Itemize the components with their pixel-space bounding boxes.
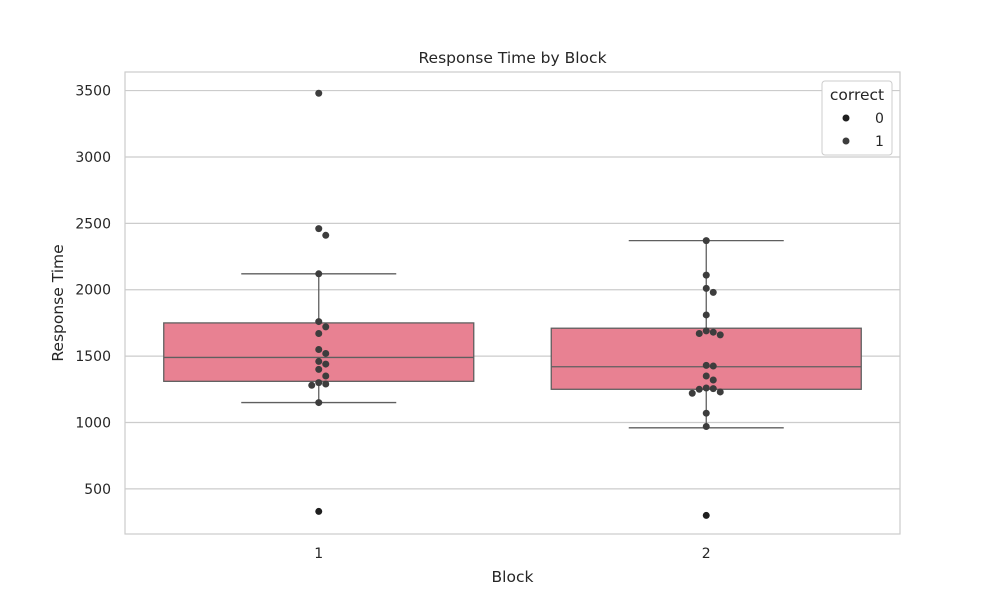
data-point xyxy=(702,422,710,430)
grid-layer xyxy=(125,89,900,490)
plot-frame xyxy=(124,71,901,535)
x-tick-label: 1 xyxy=(314,546,323,562)
legend-marker-0 xyxy=(842,114,850,122)
data-point xyxy=(709,385,717,393)
y-tick-labels: 500 1000 1500 2000 2500 3000 3500 xyxy=(75,84,111,498)
legend-marker-1 xyxy=(842,137,850,145)
data-point xyxy=(695,385,703,393)
data-point xyxy=(315,89,323,97)
data-point xyxy=(315,225,323,233)
data-point xyxy=(322,380,330,388)
legend-label-1: 1 xyxy=(875,134,884,150)
data-point xyxy=(709,328,717,336)
y-tick-label: 3000 xyxy=(75,150,111,166)
data-point xyxy=(322,323,330,331)
legend-title: correct xyxy=(830,86,884,104)
data-point xyxy=(315,399,323,407)
data-point xyxy=(315,507,323,515)
y-tick-label: 2000 xyxy=(75,283,111,299)
data-point xyxy=(702,327,710,335)
data-point xyxy=(709,288,717,296)
data-point xyxy=(315,330,323,338)
y-tick-label: 1000 xyxy=(75,415,111,431)
data-point xyxy=(315,357,323,365)
data-point xyxy=(702,361,710,369)
data-point xyxy=(688,389,696,397)
y-tick-label: 1500 xyxy=(75,349,111,365)
data-point xyxy=(315,318,323,326)
data-point xyxy=(716,331,724,339)
y-tick-label: 500 xyxy=(84,482,111,498)
y-axis-label: Response Time xyxy=(49,244,67,361)
data-point xyxy=(322,372,330,380)
legend-label-0: 0 xyxy=(875,111,884,127)
box-iqr xyxy=(550,327,862,390)
x-tick-label: 2 xyxy=(702,546,711,562)
data-point xyxy=(322,349,330,357)
data-point xyxy=(716,388,724,396)
data-point xyxy=(308,381,316,389)
data-point xyxy=(702,511,710,519)
data-point xyxy=(702,409,710,417)
data-point xyxy=(702,311,710,319)
y-tick-label: 2500 xyxy=(75,216,111,232)
y-tick-label: 3500 xyxy=(75,84,111,100)
chart-title: Response Time by Block xyxy=(418,49,606,67)
data-point xyxy=(702,237,710,245)
data-point xyxy=(695,330,703,338)
data-point xyxy=(322,231,330,239)
data-point xyxy=(702,384,710,392)
data-point xyxy=(709,376,717,384)
data-point xyxy=(315,379,323,387)
data-point xyxy=(315,365,323,373)
data-point xyxy=(702,372,710,380)
data-point xyxy=(315,270,323,278)
box-layer xyxy=(163,239,862,429)
x-axis-label: Block xyxy=(492,568,534,586)
legend: correct 0 1 xyxy=(821,80,893,156)
data-point xyxy=(315,345,323,353)
data-point xyxy=(702,284,710,292)
point-layer xyxy=(308,89,724,519)
legend-frame xyxy=(821,80,893,156)
data-point xyxy=(709,362,717,370)
data-point xyxy=(322,360,330,368)
data-point xyxy=(702,271,710,279)
